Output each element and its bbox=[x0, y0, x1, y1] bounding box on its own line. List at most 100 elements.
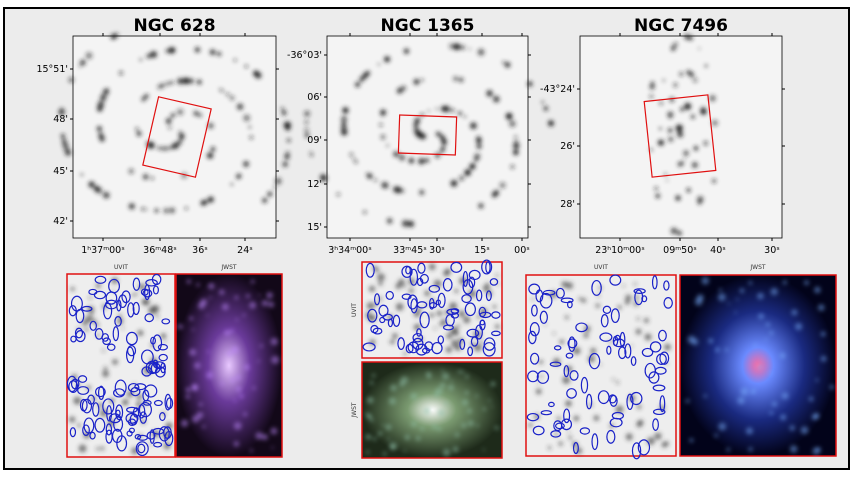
region bbox=[536, 370, 550, 384]
region bbox=[606, 345, 612, 355]
star-cluster bbox=[476, 143, 482, 149]
source bbox=[612, 378, 615, 381]
emission bbox=[403, 449, 406, 453]
x-tick-label: 36ˢ bbox=[192, 245, 208, 256]
star-cluster bbox=[163, 207, 169, 214]
source bbox=[636, 421, 643, 428]
emission bbox=[734, 311, 737, 314]
star-cluster bbox=[106, 194, 110, 198]
region bbox=[142, 289, 153, 298]
emission bbox=[259, 344, 263, 348]
emission bbox=[708, 338, 714, 344]
source bbox=[480, 340, 484, 344]
emission bbox=[771, 401, 778, 407]
star-cluster bbox=[217, 51, 222, 57]
source bbox=[392, 333, 398, 339]
source bbox=[565, 400, 572, 407]
star-cluster bbox=[441, 136, 444, 139]
emission bbox=[404, 434, 411, 441]
star-cluster bbox=[281, 110, 287, 116]
emission bbox=[382, 451, 387, 456]
region bbox=[416, 301, 428, 309]
emission bbox=[235, 386, 242, 392]
source bbox=[369, 314, 377, 322]
star-cluster bbox=[273, 185, 277, 189]
emission bbox=[765, 322, 771, 327]
region bbox=[630, 356, 637, 366]
region bbox=[527, 370, 539, 383]
star-cluster bbox=[145, 208, 148, 211]
region bbox=[127, 382, 140, 393]
star-cluster bbox=[177, 108, 184, 116]
source bbox=[163, 442, 171, 450]
star-cluster bbox=[671, 43, 678, 49]
source bbox=[480, 308, 488, 316]
star-cluster bbox=[253, 70, 259, 77]
source bbox=[395, 303, 404, 311]
emission bbox=[365, 434, 372, 440]
emission bbox=[745, 427, 754, 435]
star-cluster bbox=[380, 109, 387, 116]
emission bbox=[812, 447, 820, 455]
emission bbox=[415, 435, 421, 441]
star-cluster bbox=[243, 160, 250, 168]
region bbox=[421, 347, 431, 354]
y-tick-label: 06' bbox=[307, 92, 322, 103]
star-cluster bbox=[439, 149, 444, 154]
emission bbox=[270, 337, 278, 346]
region bbox=[428, 297, 435, 310]
emission bbox=[736, 298, 739, 301]
emission bbox=[769, 411, 774, 415]
star-cluster bbox=[341, 121, 346, 126]
region bbox=[483, 337, 496, 351]
star-cluster bbox=[161, 146, 166, 151]
source bbox=[416, 307, 422, 312]
star-cluster bbox=[352, 158, 356, 161]
region bbox=[579, 427, 591, 435]
region bbox=[89, 431, 96, 440]
region bbox=[462, 270, 469, 287]
star-cluster bbox=[274, 177, 282, 185]
emission bbox=[450, 379, 453, 383]
star-cluster bbox=[709, 95, 716, 102]
star-cluster bbox=[413, 78, 420, 85]
source bbox=[633, 301, 639, 307]
star-cluster bbox=[450, 108, 455, 113]
star-cluster bbox=[423, 135, 426, 138]
region bbox=[116, 299, 122, 312]
star-cluster bbox=[509, 120, 516, 128]
star-cluster bbox=[673, 82, 678, 88]
emission bbox=[717, 293, 726, 302]
source bbox=[616, 380, 620, 384]
x-tick-label: 24ˢ bbox=[237, 245, 253, 256]
source bbox=[395, 283, 402, 290]
star-cluster bbox=[210, 146, 216, 152]
emission bbox=[724, 348, 729, 352]
panel-title: NGC 628 bbox=[133, 16, 215, 36]
source bbox=[96, 333, 100, 337]
star-cluster bbox=[206, 152, 214, 159]
emission bbox=[466, 408, 473, 414]
emission bbox=[441, 369, 444, 373]
source bbox=[402, 284, 406, 288]
emission bbox=[461, 422, 467, 429]
y-tick-label: 15' bbox=[307, 222, 322, 233]
star-cluster bbox=[139, 58, 143, 62]
star-cluster bbox=[403, 48, 410, 54]
emission bbox=[814, 286, 821, 294]
x-tick-label: 30ˢ bbox=[764, 245, 780, 256]
star-cluster bbox=[547, 120, 554, 127]
star-cluster bbox=[98, 132, 104, 138]
emission bbox=[196, 283, 200, 287]
region bbox=[69, 427, 77, 438]
star-cluster bbox=[193, 110, 199, 116]
emission bbox=[476, 423, 480, 427]
star-cluster bbox=[463, 115, 467, 118]
emission bbox=[243, 412, 248, 417]
star-cluster bbox=[233, 58, 237, 62]
sky-image bbox=[72, 35, 277, 239]
emission bbox=[753, 343, 757, 347]
star-cluster bbox=[701, 106, 706, 111]
emission bbox=[494, 425, 499, 430]
region bbox=[588, 352, 601, 370]
